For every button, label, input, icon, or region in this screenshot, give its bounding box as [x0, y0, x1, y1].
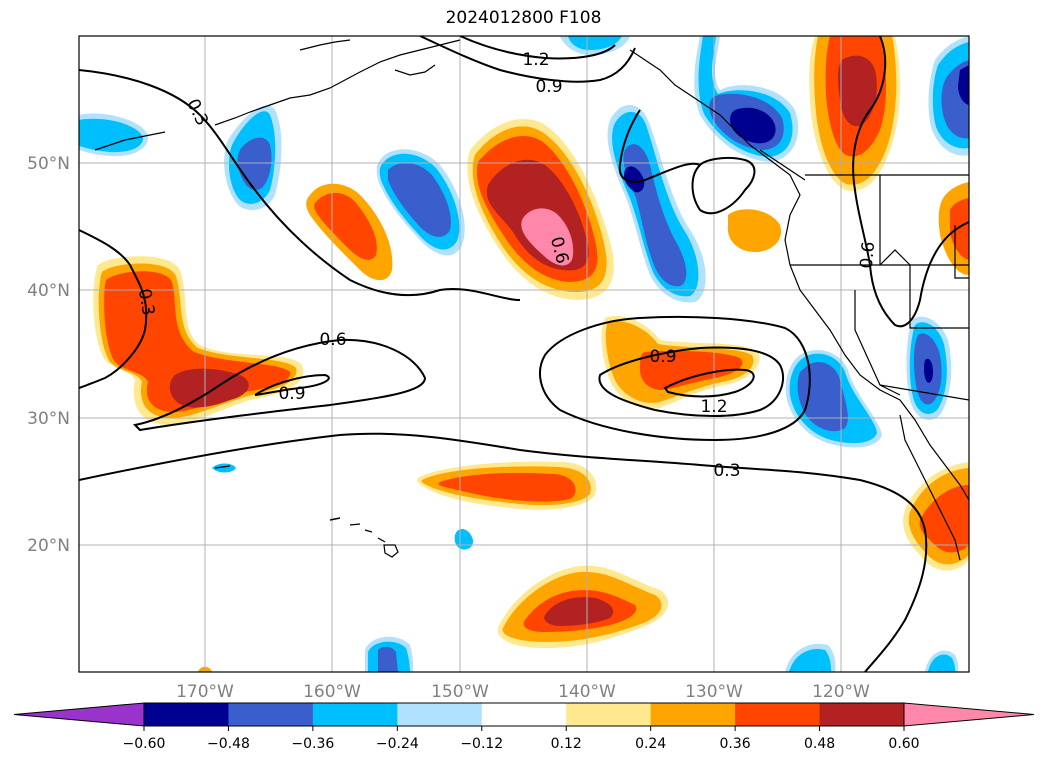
- lon-label-150w: 150°W: [431, 682, 489, 702]
- lon-label-140w: 140°W: [558, 682, 616, 702]
- contour-labels: 1.20.90.30.30.60.90.60.91.20.30.6: [134, 50, 879, 481]
- positive-blob-140w-south: [497, 565, 669, 648]
- colorbar-tick-label: 0.48: [804, 736, 835, 752]
- lon-label-130w: 130°W: [685, 682, 743, 702]
- negative-blob-165w: [224, 105, 282, 211]
- longitude-labels: 170°W 160°W 150°W 140°W 130°W 120°W: [176, 682, 870, 702]
- latitude-labels: 50°N 40°N 30°N 20°N: [27, 154, 70, 556]
- negative-blob-far-west: [79, 113, 149, 157]
- negative-blob-130w-north: [694, 36, 799, 162]
- lat-label-50n: 50°N: [27, 154, 70, 174]
- contour-label: 0.9: [535, 77, 562, 97]
- map-title: 2024012800 F108: [445, 8, 602, 28]
- contour-label: 0.9: [278, 384, 305, 404]
- positive-blob-135w: [601, 316, 760, 409]
- colorbar-tick-label: −0.48: [207, 736, 250, 752]
- colorbar-extend-high: [903, 702, 1035, 727]
- lon-label-120w: 120°W: [812, 682, 870, 702]
- negative-blob-ne-edge: [928, 36, 969, 156]
- positive-blob-west: [93, 256, 304, 425]
- colorbar-segment: [650, 703, 736, 726]
- colorbar-segment: [566, 703, 652, 726]
- colorbar-tick-label: −0.60: [123, 736, 166, 752]
- negative-blob-north-edge: [560, 36, 630, 55]
- colorbar-tick-label: 0.36: [720, 736, 751, 752]
- colorbar-segment: [397, 703, 483, 726]
- positive-blob-128w: [727, 209, 782, 252]
- negative-blob-155w: [376, 149, 465, 256]
- colorbar-segment: [481, 703, 567, 726]
- contour-label: 0.6: [319, 330, 346, 350]
- positive-blob-148w: [417, 461, 597, 510]
- positive-blob-baja: [903, 462, 969, 571]
- shaded-field: [79, 36, 969, 672]
- contour-lines: [79, 36, 969, 672]
- lat-label-20n: 20°N: [27, 536, 70, 556]
- colorbar-segment: [312, 703, 398, 726]
- positive-blob-120w-north: [809, 36, 900, 191]
- coastlines: [94, 39, 969, 561]
- colorbar-extend-low: [13, 702, 145, 727]
- colorbar-tick-label: −0.36: [291, 736, 334, 752]
- lat-label-30n: 30°N: [27, 409, 70, 429]
- positive-blob-central-north: [467, 119, 614, 300]
- colorbar-tick-label: 0.60: [888, 736, 919, 752]
- contour-label: 0.9: [649, 347, 676, 367]
- colorbar-tick-label: 0.24: [635, 736, 666, 752]
- lat-label-40n: 40°N: [27, 281, 70, 301]
- contour-label: 1.2: [700, 397, 727, 417]
- negative-blob-137w: [607, 105, 706, 303]
- colorbar-segment: [228, 703, 314, 726]
- contour-label: 0.3: [134, 287, 158, 317]
- colorbar-segment: [735, 703, 821, 726]
- lon-label-170w: 170°W: [176, 682, 234, 702]
- grid-lines: [79, 36, 969, 672]
- contour-label: 0.6: [857, 241, 879, 270]
- colorbar-segment: [144, 703, 229, 726]
- colorbar-tick-label: −0.12: [460, 736, 503, 752]
- lon-label-160w: 160°W: [303, 682, 361, 702]
- negative-blob-south: [212, 463, 959, 672]
- colorbar-tick-label: 0.12: [551, 736, 582, 752]
- colorbar-tick-label: −0.24: [376, 736, 419, 752]
- positive-blob-160w: [306, 183, 393, 281]
- contour-label: 0.3: [713, 461, 740, 481]
- contour-label: 1.2: [522, 50, 549, 70]
- colorbar-segment: [819, 703, 905, 726]
- colorbar: −0.60 −0.48 −0.36 −0.24 −0.12 0.12 0.24 0.36 0.4…: [13, 702, 1035, 752]
- plot-frame: [78, 35, 970, 673]
